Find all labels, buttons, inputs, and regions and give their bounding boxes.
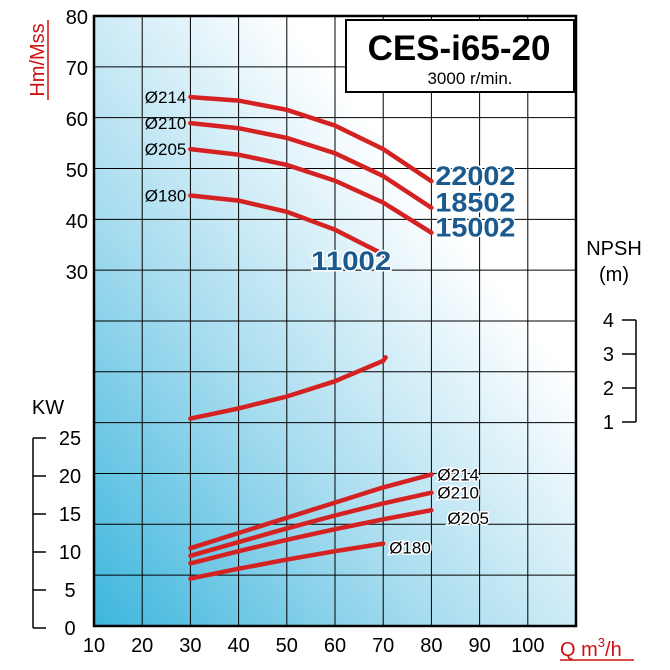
x-tick-label: 30 bbox=[179, 635, 201, 657]
head-curve-line bbox=[188, 120, 434, 210]
head-tick-label: 70 bbox=[66, 58, 88, 80]
npsh-tick-label: 3 bbox=[603, 344, 614, 366]
kw-tick-label: 5 bbox=[64, 580, 75, 602]
head-curve-model-label: 22002 bbox=[435, 161, 515, 191]
npsh-axis: 1 2 3 4 bbox=[603, 310, 637, 434]
npsh-curve-line bbox=[188, 355, 388, 421]
plot-frame bbox=[92, 14, 578, 628]
npsh-tick-label: 4 bbox=[603, 310, 614, 332]
kw-tick-label: 10 bbox=[59, 542, 81, 564]
x-tick-label: 20 bbox=[131, 635, 153, 657]
head-curve-diameter-label: Ø180 bbox=[145, 187, 187, 206]
head-tick-label: 50 bbox=[66, 160, 88, 182]
head-tick-label: 80 bbox=[66, 7, 88, 29]
curve-labels: Ø214 22002 Ø210 18502 Ø205 15002 Ø180 11002 Ø214… bbox=[145, 88, 517, 559]
npsh-axis-label: NPSH bbox=[586, 238, 642, 260]
y-axis-label: Hm/Mss bbox=[27, 23, 49, 96]
curves bbox=[188, 94, 434, 581]
power-curve-line bbox=[188, 472, 434, 551]
title-box bbox=[345, 19, 575, 93]
x-axis-label-sup: 3 bbox=[598, 635, 605, 650]
head-tick-label: 60 bbox=[66, 109, 88, 131]
x-axis-label-tail: /h bbox=[605, 639, 622, 661]
svg-text:Q m3/h: Q m3/h bbox=[560, 635, 622, 661]
x-tick-label: 70 bbox=[372, 635, 394, 657]
head-curve-line bbox=[188, 146, 434, 235]
npsh-tick-label: 2 bbox=[603, 378, 614, 400]
head-curve-diameter-label: Ø210 bbox=[145, 114, 187, 133]
power-curve-line bbox=[188, 541, 386, 581]
x-axis-label-main: Q m bbox=[560, 639, 598, 661]
x-tick-label: 100 bbox=[511, 635, 544, 657]
kw-tick-label: 20 bbox=[59, 466, 81, 488]
chart-subtitle: 3000 r/min. bbox=[427, 69, 512, 88]
power-curve-diameter-label: Ø210 bbox=[437, 484, 479, 503]
x-tick-label: 40 bbox=[227, 635, 249, 657]
npsh-tick-label: 1 bbox=[603, 412, 614, 434]
head-curve-model-label: 18502 bbox=[435, 188, 515, 218]
x-tick-label: 60 bbox=[324, 635, 346, 657]
head-axis-ticks: 30 40 50 60 70 80 bbox=[66, 7, 88, 284]
kw-tick-label: 0 bbox=[64, 618, 75, 640]
x-axis-ticks: 10 20 30 40 50 60 70 80 90 100 bbox=[83, 635, 545, 657]
power-curve-diameter-label: Ø180 bbox=[389, 539, 431, 558]
npsh-axis-unit: (m) bbox=[599, 264, 629, 286]
x-tick-label: 10 bbox=[83, 635, 105, 657]
kw-axis: 0 5 10 15 20 25 bbox=[32, 428, 81, 640]
kw-axis-label: KW bbox=[32, 397, 64, 419]
power-curve-line bbox=[188, 507, 434, 566]
head-curve-line bbox=[188, 193, 386, 257]
head-curve-model-label: 11002 bbox=[311, 246, 391, 276]
kw-tick-label: 15 bbox=[59, 504, 81, 526]
x-tick-label: 90 bbox=[468, 635, 490, 657]
head-curve-diameter-label: Ø205 bbox=[145, 140, 187, 159]
head-curve-line bbox=[188, 94, 434, 184]
head-tick-label: 40 bbox=[66, 211, 88, 233]
power-curve-diameter-label: Ø214 bbox=[437, 465, 479, 484]
kw-tick-label: 25 bbox=[59, 428, 81, 450]
head-curve-diameter-label: Ø214 bbox=[145, 88, 187, 107]
head-curve-model-label: 15002 bbox=[435, 213, 515, 243]
chart-title: CES-i65-20 bbox=[368, 29, 551, 68]
x-tick-label: 50 bbox=[276, 635, 298, 657]
x-tick-label: 80 bbox=[420, 635, 442, 657]
power-curve-diameter-label: Ø205 bbox=[447, 509, 489, 528]
grid bbox=[94, 16, 576, 626]
head-tick-label: 30 bbox=[66, 262, 88, 284]
power-curve-line bbox=[188, 490, 434, 559]
x-axis-label: Q m3/h bbox=[560, 635, 634, 661]
